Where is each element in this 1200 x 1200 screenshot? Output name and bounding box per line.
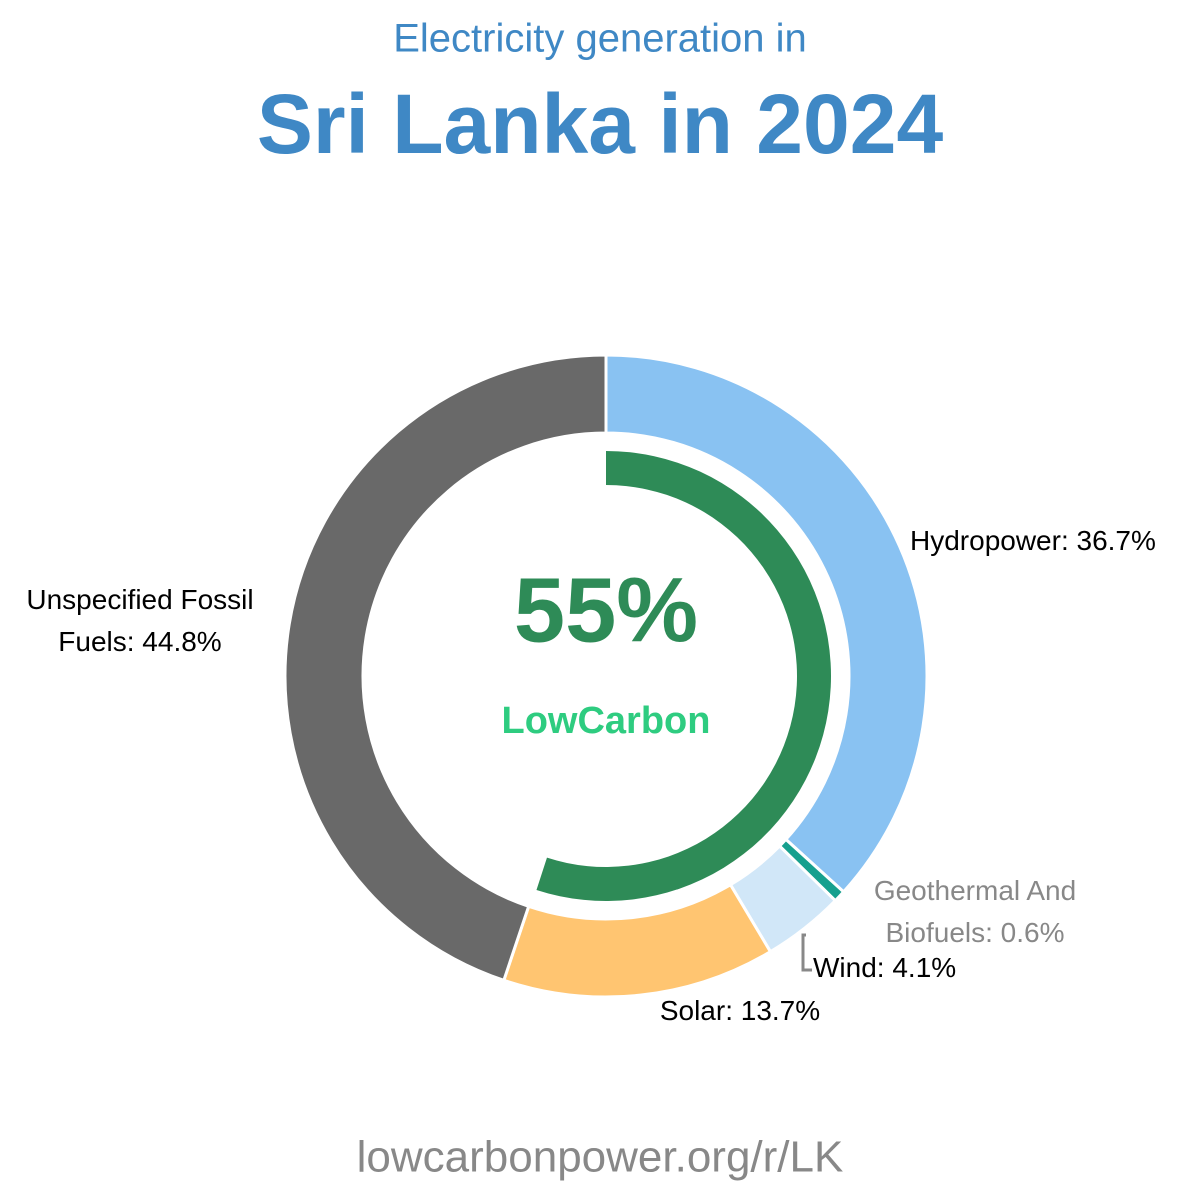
data-label: Geothermal And Biofuels: 0.6%: [874, 875, 1076, 948]
data-label-line: Fuels: 44.8%: [58, 626, 221, 657]
leader-line: [801, 933, 812, 972]
data-label-line: Wind: 4.1%: [813, 952, 956, 983]
data-label-line: Hydropower: 36.7%: [910, 525, 1156, 556]
data-label: Hydropower: 36.7%: [910, 525, 1156, 556]
data-label-line: Solar: 13.7%: [660, 995, 820, 1026]
center-value: 55%: [514, 559, 698, 661]
donut-segment: [604, 353, 929, 894]
data-label: Unspecified Fossil Fuels: 44.8%: [26, 584, 253, 657]
data-label-line: Unspecified Fossil: [26, 584, 253, 615]
data-label: Wind: 4.1%: [813, 952, 956, 983]
low-carbon-arc: [536, 451, 832, 902]
data-label-line: Biofuels: 0.6%: [886, 917, 1065, 948]
donut-segment: [283, 353, 608, 983]
donut-segment: [501, 882, 773, 999]
data-label-line: Geothermal And: [874, 875, 1076, 906]
chart-title: Sri Lanka in 2024: [257, 77, 944, 171]
chart-subtitle: Electricity generation in: [393, 17, 807, 61]
data-label: Solar: 13.7%: [660, 995, 820, 1026]
center-label: LowCarbon: [502, 700, 711, 742]
footer: lowcarbonpower.org/r/LK: [357, 1133, 844, 1182]
